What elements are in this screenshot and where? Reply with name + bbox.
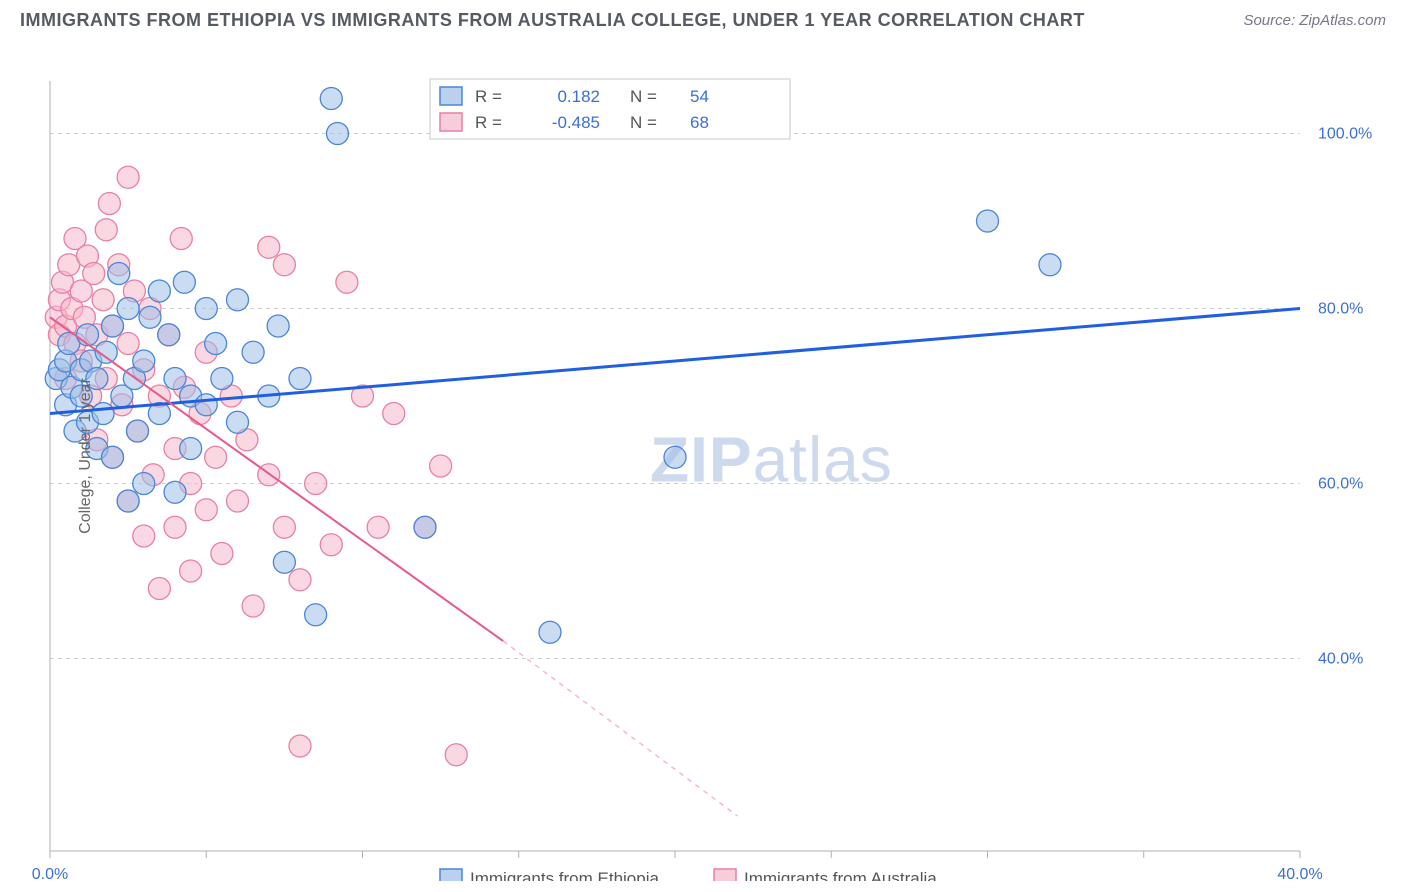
data-point [95, 219, 117, 241]
data-point [205, 333, 227, 355]
data-point [289, 368, 311, 390]
y-tick-label: 100.0% [1318, 126, 1372, 143]
trend-line-ethiopia [50, 309, 1300, 414]
data-point [102, 315, 124, 337]
data-point [164, 516, 186, 538]
data-point [211, 368, 233, 390]
data-point [180, 560, 202, 582]
data-point [92, 403, 114, 425]
data-point [242, 341, 264, 363]
data-point [242, 595, 264, 617]
data-point [289, 569, 311, 591]
legend-n-label: N = [630, 87, 657, 106]
data-point [430, 455, 452, 477]
bottom-legend-label: Immigrants from Ethiopia [470, 869, 659, 881]
data-point [327, 123, 349, 145]
data-point [195, 298, 217, 320]
x-tick-label: 40.0% [1277, 866, 1322, 881]
data-point [267, 315, 289, 337]
data-point [227, 411, 249, 433]
data-point [227, 289, 249, 311]
data-point [205, 446, 227, 468]
data-point [305, 604, 327, 626]
legend-r-label: R = [475, 113, 502, 132]
data-point [195, 499, 217, 521]
data-point [445, 744, 467, 766]
data-point [273, 551, 295, 573]
data-point [117, 333, 139, 355]
bottom-legend-swatch [440, 869, 462, 881]
data-point [227, 490, 249, 512]
legend-n-label: N = [630, 113, 657, 132]
data-point [139, 306, 161, 328]
data-point [664, 446, 686, 468]
legend-n-value: 68 [690, 113, 709, 132]
data-point [98, 193, 120, 215]
chart-title: IMMIGRANTS FROM ETHIOPIA VS IMMIGRANTS F… [20, 10, 1085, 31]
data-point [127, 420, 149, 442]
data-point [211, 543, 233, 565]
data-point [92, 289, 114, 311]
y-tick-label: 80.0% [1318, 301, 1363, 318]
data-point [195, 394, 217, 416]
data-point [539, 621, 561, 643]
legend-n-value: 54 [690, 87, 709, 106]
x-tick-label: 0.0% [32, 866, 68, 881]
chart-header: IMMIGRANTS FROM ETHIOPIA VS IMMIGRANTS F… [0, 0, 1406, 31]
data-point [108, 263, 130, 285]
chart-source: Source: ZipAtlas.com [1243, 12, 1386, 29]
data-point [102, 446, 124, 468]
trend-line-australia-extrapolated [503, 641, 737, 816]
legend-r-value: -0.485 [552, 113, 600, 132]
scatter-chart-svg: ZIPatlas40.0%60.0%80.0%100.0%0.0%40.0%R … [0, 31, 1406, 881]
data-point [305, 473, 327, 495]
data-point [170, 228, 192, 250]
y-axis-label: College, Under 1 year [77, 378, 95, 534]
data-point [336, 271, 358, 293]
data-point [117, 298, 139, 320]
data-point [320, 534, 342, 556]
legend-r-label: R = [475, 87, 502, 106]
data-point [289, 735, 311, 757]
data-point [164, 368, 186, 390]
bottom-legend-swatch [714, 869, 736, 881]
data-point [258, 236, 280, 258]
data-point [117, 490, 139, 512]
data-point [977, 210, 999, 232]
data-point [367, 516, 389, 538]
data-point [320, 88, 342, 110]
legend-swatch [440, 113, 462, 131]
y-tick-label: 60.0% [1318, 476, 1363, 493]
data-point [133, 473, 155, 495]
data-point [148, 280, 170, 302]
bottom-legend-label: Immigrants from Australia [744, 869, 937, 881]
data-point [77, 324, 99, 346]
data-point [133, 350, 155, 372]
y-tick-label: 40.0% [1318, 651, 1363, 668]
data-point [180, 438, 202, 460]
data-point [1039, 254, 1061, 276]
data-point [273, 516, 295, 538]
data-point [83, 263, 105, 285]
data-point [173, 271, 195, 293]
data-point [158, 324, 180, 346]
data-point [414, 516, 436, 538]
legend-swatch [440, 87, 462, 105]
data-point [133, 525, 155, 547]
legend-r-value: 0.182 [557, 87, 600, 106]
data-point [117, 166, 139, 188]
data-point [164, 481, 186, 503]
chart-area: College, Under 1 year ZIPatlas40.0%60.0%… [0, 31, 1406, 881]
data-point [273, 254, 295, 276]
data-point [148, 578, 170, 600]
data-point [383, 403, 405, 425]
trend-line-australia [50, 317, 503, 641]
